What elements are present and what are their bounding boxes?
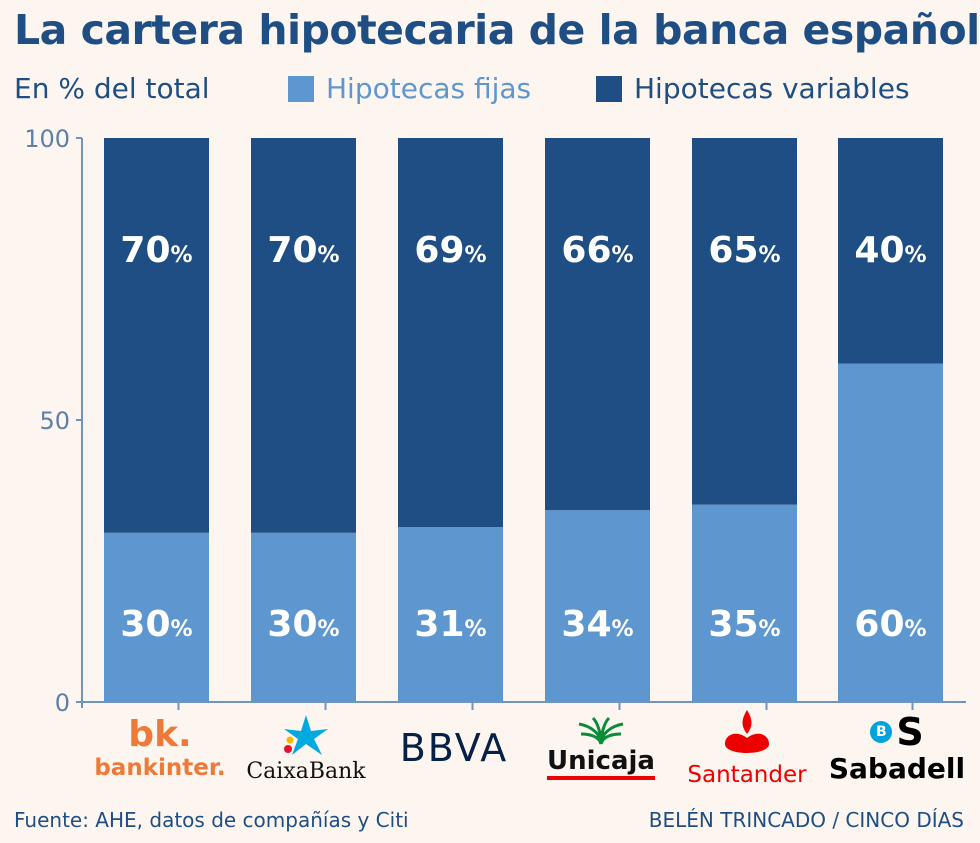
data-label-unit: % — [318, 243, 340, 268]
unicaja-tree-icon — [578, 716, 624, 745]
bar-segment-variable — [838, 138, 943, 364]
bar-segment-variable — [251, 138, 356, 533]
chart-subtitle: En % del total — [14, 72, 210, 105]
caixabank-star-icon — [284, 714, 328, 755]
bar-segment-fixed — [398, 527, 503, 702]
santander-wordmark: Santander — [687, 762, 807, 788]
legend-label-variable: Hipotecas variables — [634, 72, 910, 105]
bar-segment-fixed — [692, 504, 797, 702]
source-note: Fuente: AHE, datos de compañías y Citi — [14, 808, 409, 832]
data-label-unit: % — [318, 617, 340, 642]
santander-flame-icon — [725, 710, 769, 753]
bar-segment-fixed — [104, 532, 209, 702]
data-label-fixed: 60% — [854, 604, 926, 645]
data-label-fixed: 30% — [267, 604, 339, 645]
bar-segment-fixed — [838, 363, 943, 702]
credit-note: BELÉN TRINCADO / CINCO DÍAS — [648, 808, 964, 832]
bar-segment-variable — [398, 138, 503, 528]
data-label-unit: % — [465, 243, 487, 268]
bar-segment-fixed — [251, 532, 356, 702]
bbva-wordmark: BBVA — [399, 726, 509, 770]
y-tick-label: 100 — [24, 125, 70, 153]
bar-segment-fixed — [545, 510, 650, 702]
data-label-unit: % — [465, 617, 487, 642]
data-label-unit: % — [759, 617, 781, 642]
logo-unicaja: Unicaja — [526, 708, 676, 788]
sabadell-b-icon: B — [870, 720, 893, 743]
data-label-unit: % — [171, 243, 193, 268]
bar-segment-variable — [104, 138, 209, 533]
data-label-unit: % — [171, 617, 193, 642]
bankinter-mark: bk. — [128, 714, 192, 755]
caixabank-wordmark: CaixaBank — [246, 758, 366, 784]
logo-sabadell: B S Sabadell — [822, 708, 972, 788]
y-tick-label: 0 — [55, 689, 70, 717]
legend-swatch-variable — [596, 75, 622, 102]
unicaja-wordmark: Unicaja — [547, 746, 655, 780]
legend-swatch-fixed — [288, 75, 314, 102]
data-label-unit: % — [612, 617, 634, 642]
sabadell-wordmark: Sabadell — [828, 751, 966, 785]
data-label-unit: % — [612, 243, 634, 268]
data-label-variable: 40% — [854, 230, 926, 271]
logo-bankinter: bk. bankinter. — [84, 708, 236, 788]
data-label-variable: 69% — [414, 230, 486, 271]
logo-santander: Santander — [672, 708, 822, 788]
data-label-unit: % — [905, 243, 927, 268]
data-label-unit: % — [759, 243, 781, 268]
legend-item-fixed: Hipotecas fijas — [288, 72, 531, 105]
sabadell-s-icon: S — [896, 709, 924, 754]
logo-caixabank: CaixaBank — [232, 708, 380, 788]
legend-label-fixed: Hipotecas fijas — [326, 72, 532, 105]
y-tick-label: 50 — [39, 407, 70, 435]
data-label-fixed: 34% — [561, 604, 633, 645]
chart-title: La cartera hipotecaria de la banca españ… — [14, 6, 980, 54]
bar-segment-variable — [545, 138, 650, 511]
data-label-unit: % — [905, 617, 927, 642]
bankinter-wordmark: bankinter. — [94, 755, 226, 781]
data-label-variable: 66% — [561, 230, 633, 271]
logo-bbva: BBVA — [379, 708, 529, 788]
legend-item-variable: Hipotecas variables — [596, 72, 910, 105]
bar-segment-variable — [692, 138, 797, 505]
